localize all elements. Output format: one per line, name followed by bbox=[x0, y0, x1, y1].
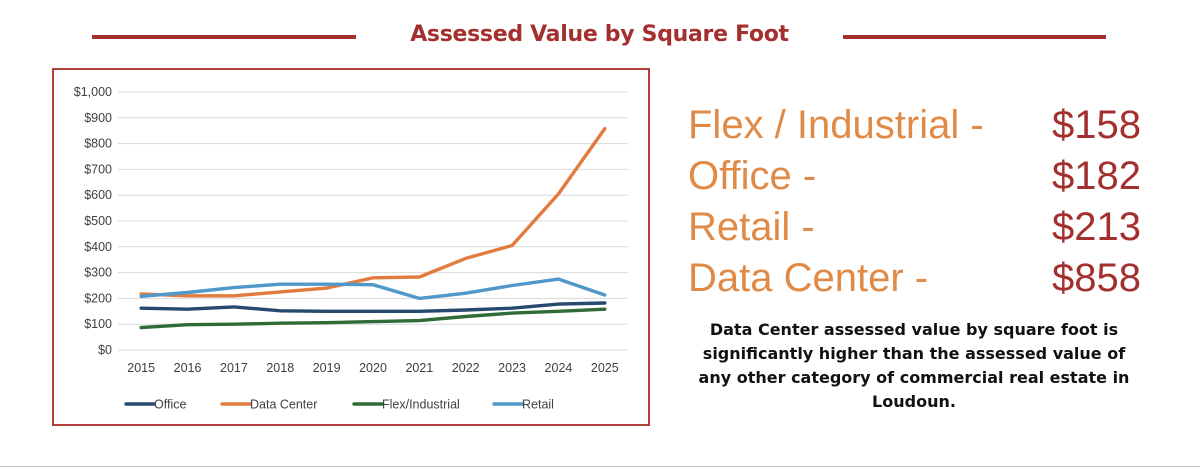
summary-note: Data Center assessed value by square foo… bbox=[698, 320, 1130, 411]
y-tick-label: $800 bbox=[84, 137, 112, 151]
y-tick-label: $400 bbox=[84, 240, 112, 254]
y-tick-label: $200 bbox=[84, 291, 112, 305]
summary-row-office: Office - $182 bbox=[688, 151, 1143, 202]
series-line-flex-industrial bbox=[139, 307, 607, 330]
x-tick-label: 2022 bbox=[452, 361, 480, 375]
summary-row-retail: Retail - $213 bbox=[688, 202, 1143, 253]
title-rule-right bbox=[843, 35, 1106, 39]
legend-label: Retail bbox=[522, 398, 554, 412]
summary-category: Data Center - bbox=[688, 256, 929, 300]
summary-category: Retail - bbox=[688, 205, 815, 249]
y-tick-label: $900 bbox=[84, 111, 112, 125]
legend-label: Office bbox=[154, 398, 186, 412]
y-tick-label: $700 bbox=[84, 162, 112, 176]
x-tick-label: 2021 bbox=[405, 361, 433, 375]
series-line-retail bbox=[139, 277, 607, 301]
line-chart: $0 $100 $200 $300 $400 $500 $600 $700 $800 $900 $1… bbox=[74, 85, 628, 412]
x-tick-label: 2016 bbox=[174, 361, 202, 375]
x-tick-label: 2024 bbox=[545, 361, 573, 375]
summary-value: $858 bbox=[1052, 256, 1141, 300]
x-tick-label: 2020 bbox=[359, 361, 387, 375]
y-tick-label: $0 bbox=[98, 343, 112, 357]
x-tick-label: 2015 bbox=[127, 361, 155, 375]
summary-value: $158 bbox=[1052, 103, 1141, 147]
summary-row-data-center: Data Center - $858 bbox=[688, 253, 1143, 304]
y-tick-label: $500 bbox=[84, 214, 112, 228]
page-title: Assessed Value by Square Foot bbox=[410, 22, 789, 47]
chart-frame: $0 $100 $200 $300 $400 $500 $600 $700 $800 $900 $1… bbox=[52, 68, 650, 426]
y-tick-label: $1,000 bbox=[74, 85, 112, 99]
x-tick-label: 2023 bbox=[498, 361, 526, 375]
summary-row-flex-industrial: Flex / Industrial - $158 bbox=[688, 100, 1143, 151]
bottom-divider bbox=[0, 466, 1200, 467]
series-line-office bbox=[139, 301, 607, 314]
summary-list: Flex / Industrial - $158 Office - $182 R… bbox=[688, 100, 1143, 304]
title-rule-left bbox=[92, 35, 356, 39]
x-tick-label: 2019 bbox=[313, 361, 341, 375]
series-line-data-center bbox=[139, 126, 607, 298]
x-tick-label: 2017 bbox=[220, 361, 248, 375]
y-tick-label: $600 bbox=[84, 188, 112, 202]
y-tick-label: $100 bbox=[84, 317, 112, 331]
summary-category: Flex / Industrial - bbox=[688, 103, 984, 147]
legend-label: Flex/Industrial bbox=[382, 398, 460, 412]
summary-value: $182 bbox=[1052, 154, 1141, 198]
x-tick-label: 2018 bbox=[266, 361, 294, 375]
summary-category: Office - bbox=[688, 154, 817, 198]
legend-label: Data Center bbox=[250, 398, 317, 412]
y-tick-label: $300 bbox=[84, 266, 112, 280]
summary-value: $213 bbox=[1052, 205, 1141, 249]
x-tick-label: 2025 bbox=[591, 361, 619, 375]
